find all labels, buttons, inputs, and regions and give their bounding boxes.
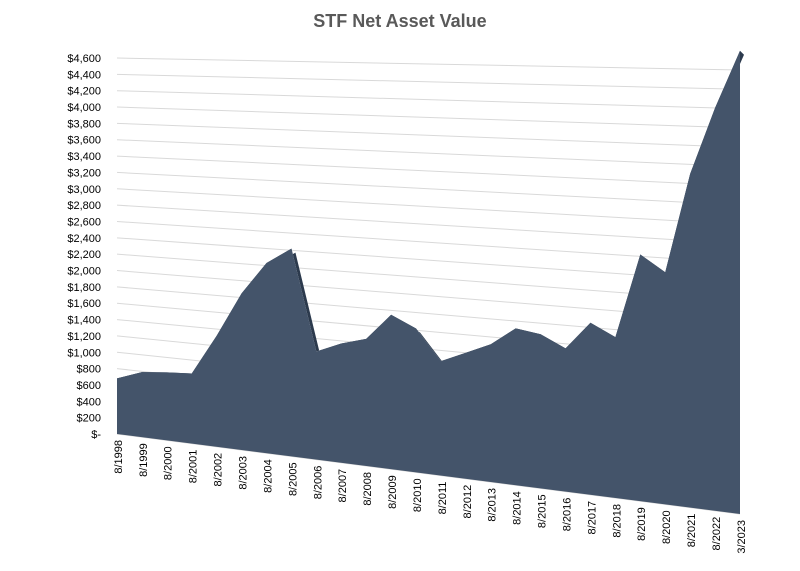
y-tick-label: $3,800 [67, 118, 101, 130]
x-tick-label: 8/2015 [537, 494, 549, 528]
gridline [116, 57, 741, 71]
y-tick-label: $1,600 [67, 298, 101, 310]
x-tick-label: 8/2004 [262, 459, 274, 493]
series-area [117, 50, 744, 515]
y-tick-label: $1,800 [67, 282, 101, 294]
gridline [116, 90, 741, 110]
gridline [116, 204, 741, 245]
y-tick-label: $1,400 [67, 315, 101, 327]
x-tick-label: 8/2000 [163, 446, 175, 480]
series-area-fill [117, 50, 740, 515]
y-tick-label: $3,600 [67, 135, 101, 147]
x-tick-label: 8/2016 [561, 498, 573, 532]
y-tick-label: $4,600 [67, 53, 101, 65]
x-tick-label: 8/2002 [213, 453, 225, 487]
y-tick-label: $2,000 [67, 266, 101, 278]
x-tick-label: 8/1998 [113, 440, 125, 474]
gridline [116, 122, 741, 148]
gridline [116, 155, 741, 187]
chart-title: STF Net Asset Value [313, 11, 486, 31]
y-tick-label: $4,000 [67, 102, 101, 114]
x-tick-label: 8/2018 [611, 504, 623, 538]
gridline [116, 171, 741, 206]
x-axis: 8/1998 8/1999 8/2000 8/2001 8/2002 8/2003 8/20… [113, 440, 748, 554]
x-tick-label: 8/1999 [138, 443, 150, 477]
y-tick-label: $2,600 [67, 216, 101, 228]
y-tick-label: $4,400 [67, 69, 101, 81]
x-tick-label: 8/2017 [586, 501, 598, 535]
y-tick-label: $200 [77, 413, 101, 425]
x-tick-label: 3/2023 [736, 520, 748, 554]
gridline [116, 139, 741, 168]
y-tick-label: $1,200 [67, 331, 101, 343]
x-tick-label: 8/2001 [188, 450, 200, 484]
y-tick-label: $3,400 [67, 151, 101, 163]
y-tick-label: $2,800 [67, 200, 101, 212]
y-tick-label: $400 [77, 396, 101, 408]
y-tick-label: $2,400 [67, 233, 101, 245]
x-tick-label: 8/2020 [661, 510, 673, 544]
x-tick-label: 8/2009 [387, 475, 399, 509]
gridline [116, 220, 741, 264]
y-tick-label: $3,000 [67, 184, 101, 196]
x-tick-label: 8/2006 [312, 466, 324, 500]
y-tick-label: $2,200 [67, 249, 101, 261]
y-tick-label: $800 [77, 364, 101, 376]
x-tick-label: 8/2005 [287, 462, 299, 496]
y-tick-label: $3,200 [67, 167, 101, 179]
x-tick-label: 8/2022 [711, 517, 723, 551]
x-tick-label: 8/2012 [462, 485, 474, 519]
x-tick-label: 8/2019 [636, 507, 648, 541]
y-axis: $- $200 $400 $600 $800 $1,000 $1,200 $1,400 $1,6… [67, 53, 101, 441]
x-tick-label: 8/2008 [362, 472, 374, 506]
gridline [116, 106, 741, 129]
x-tick-label: 8/2003 [238, 456, 250, 490]
y-tick-label: $- [91, 429, 101, 441]
y-tick-label: $4,200 [67, 86, 101, 98]
x-tick-label: 8/2013 [487, 488, 499, 522]
x-tick-label: 8/2014 [512, 491, 524, 525]
x-tick-label: 8/2011 [437, 482, 449, 515]
x-tick-label: 8/2021 [686, 514, 698, 548]
x-tick-label: 8/2010 [412, 478, 424, 512]
y-tick-label: $600 [77, 380, 101, 392]
gridline [116, 73, 741, 90]
gridline [116, 188, 741, 225]
x-tick-label: 8/2007 [337, 469, 349, 503]
y-tick-label: $1,000 [67, 347, 101, 359]
